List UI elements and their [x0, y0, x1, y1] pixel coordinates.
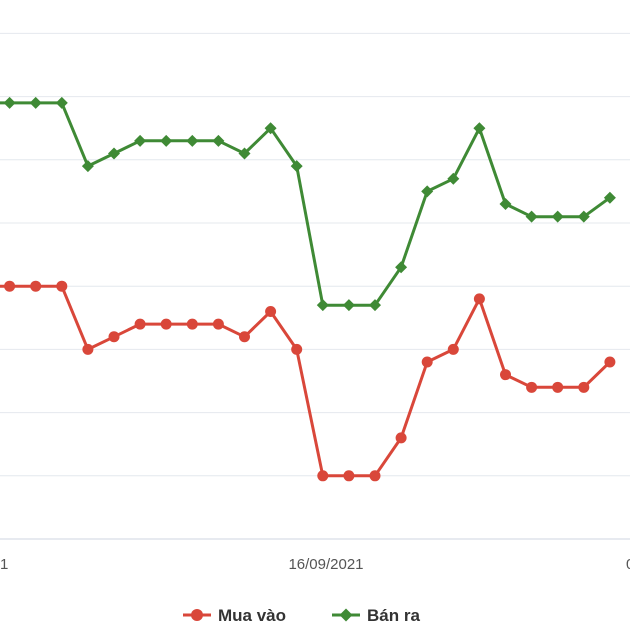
data-point[interactable] — [343, 470, 355, 482]
data-point[interactable] — [82, 343, 94, 355]
data-point[interactable] — [238, 147, 251, 160]
series-layer — [0, 96, 616, 482]
data-point[interactable] — [134, 318, 146, 330]
data-point[interactable] — [316, 299, 329, 312]
data-point[interactable] — [264, 122, 277, 135]
series-mua-vao — [0, 280, 616, 482]
legend-item-ban-ra[interactable]: Bán ra — [332, 606, 420, 625]
data-point[interactable] — [81, 160, 94, 173]
data-point[interactable] — [551, 210, 564, 223]
data-point[interactable] — [291, 343, 303, 355]
data-point[interactable] — [3, 96, 16, 109]
data-point[interactable] — [134, 134, 147, 147]
data-point[interactable] — [342, 299, 355, 312]
data-point[interactable] — [603, 191, 616, 204]
data-point[interactable] — [604, 356, 616, 368]
data-point[interactable] — [30, 280, 42, 292]
data-point[interactable] — [4, 280, 16, 292]
legend[interactable]: Mua vào Bán ra — [183, 606, 420, 625]
x-tick-label: 16/09/2021 — [288, 556, 363, 573]
data-point[interactable] — [239, 331, 250, 343]
data-point[interactable] — [578, 381, 590, 393]
x-tick-label: 0 — [626, 556, 630, 573]
data-point[interactable] — [369, 299, 381, 312]
legend-label: Bán ra — [367, 606, 420, 625]
series-line — [0, 101, 611, 307]
data-point[interactable] — [526, 381, 538, 393]
data-point[interactable] — [473, 293, 485, 305]
data-point[interactable] — [108, 147, 120, 160]
series-line — [0, 284, 611, 478]
data-point[interactable] — [473, 122, 486, 135]
legend-marker — [191, 609, 203, 621]
data-point[interactable] — [421, 185, 434, 198]
data-point[interactable] — [265, 305, 277, 317]
data-point[interactable] — [395, 261, 408, 274]
data-point[interactable] — [212, 318, 224, 330]
data-point[interactable] — [525, 210, 538, 223]
data-point[interactable] — [447, 172, 460, 185]
legend-label: Mua vào — [218, 606, 286, 625]
x-tick-label: 1 — [0, 556, 8, 573]
data-point[interactable] — [212, 134, 225, 147]
grid-lines — [0, 32, 630, 540]
data-point[interactable] — [29, 96, 42, 109]
data-point[interactable] — [108, 331, 120, 343]
legend-marker — [339, 608, 353, 622]
data-point[interactable] — [499, 198, 512, 211]
data-point[interactable] — [421, 356, 433, 368]
data-point[interactable] — [56, 280, 68, 292]
data-point[interactable] — [160, 318, 172, 330]
data-point[interactable] — [317, 470, 329, 482]
data-point[interactable] — [55, 96, 68, 109]
data-point[interactable] — [500, 369, 511, 381]
x-axis-ticks: 1 16/09/2021 0 — [0, 556, 630, 573]
data-point[interactable] — [447, 343, 459, 355]
data-point[interactable] — [186, 318, 198, 330]
data-point[interactable] — [395, 432, 407, 444]
series-ban-ra — [0, 96, 616, 312]
data-point[interactable] — [369, 470, 381, 482]
data-point[interactable] — [186, 134, 199, 147]
legend-item-mua-vao[interactable]: Mua vào — [183, 606, 286, 625]
data-point[interactable] — [160, 134, 173, 147]
data-point[interactable] — [577, 210, 590, 223]
data-point[interactable] — [290, 160, 303, 173]
data-point[interactable] — [552, 381, 564, 393]
